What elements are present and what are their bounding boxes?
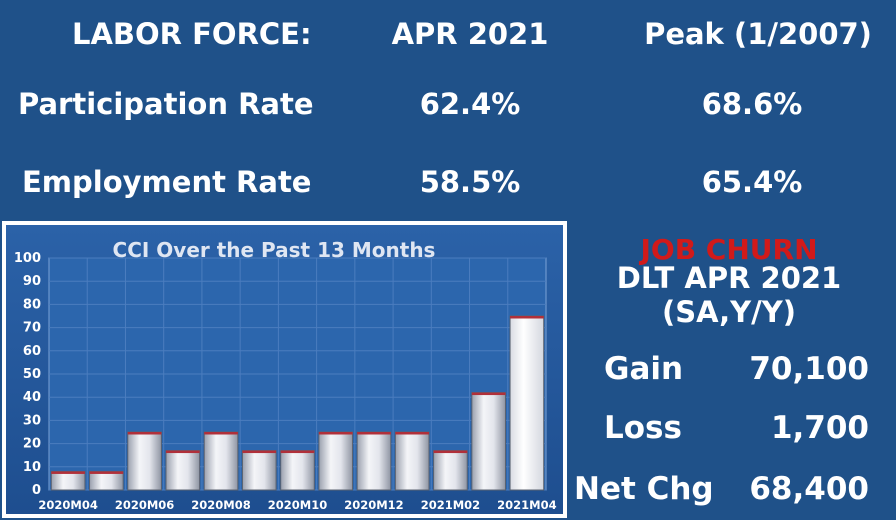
y-tick-label: 30 <box>23 413 41 428</box>
bar <box>394 431 430 491</box>
bar <box>356 431 392 491</box>
loss-value: 1,700 <box>770 410 869 446</box>
cci-chart-frame: CCI Over the Past 13 Months 0 10 20 30 40 50 6… <box>2 221 567 518</box>
bar-cap <box>510 316 544 319</box>
bar-cap <box>51 471 85 474</box>
bar-cap <box>165 450 200 454</box>
bar-2021M03 <box>471 392 506 491</box>
bar <box>203 431 239 491</box>
y-axis-ticks: 0 10 20 30 40 50 60 70 80 90 100 <box>14 251 41 498</box>
net-change-value: 68,400 <box>749 471 869 507</box>
bar-2020M07 <box>165 450 201 491</box>
gain-value: 70,100 <box>749 351 869 387</box>
loss-label: Loss <box>604 410 682 446</box>
bar-cap <box>318 432 353 435</box>
bar <box>280 450 315 491</box>
job-churn-title: JOB CHURN <box>640 233 818 266</box>
cci-bar-chart: CCI Over the Past 13 Months 010203040506… <box>14 238 557 512</box>
bar <box>165 450 201 491</box>
y-tick-label: 60 <box>23 344 41 359</box>
bar-cap <box>395 432 430 435</box>
peak-period-header: Peak (1/2007) <box>644 17 872 51</box>
cci-chart-panel: CCI Over the Past 13 Months 0 10 20 30 40 50 6… <box>6 225 563 514</box>
bar <box>318 431 354 491</box>
x-tick-label: 2020M04 <box>38 498 97 512</box>
bar <box>50 470 86 491</box>
bar <box>89 470 124 491</box>
bar <box>509 315 545 491</box>
x-tick-label: 2020M08 <box>191 498 250 512</box>
y-tick-label: 0 <box>32 483 41 498</box>
job-churn-subtitle-period: DLT APR 2021 <box>616 261 842 295</box>
bar-cap <box>357 432 391 435</box>
current-period-header: APR 2021 <box>391 17 549 51</box>
net-change-label: Net Chg <box>574 471 714 507</box>
employment-rate-peak: 65.4% <box>701 165 803 199</box>
bar-2020M10 <box>280 450 315 491</box>
bar <box>127 431 162 491</box>
x-tick-label: 2021M02 <box>421 498 480 512</box>
bar-2021M02 <box>433 450 468 491</box>
y-tick-label: 20 <box>23 437 41 452</box>
participation-rate-label: Participation Rate <box>18 87 314 121</box>
bar-2020M06 <box>127 431 162 491</box>
bar-2020M08 <box>203 431 239 491</box>
x-tick-label: 2020M12 <box>344 498 403 512</box>
bar-cap <box>471 392 506 396</box>
x-tick-label: 2020M06 <box>115 498 174 512</box>
bar-cap <box>89 471 124 474</box>
bar-2020M11 <box>318 431 354 491</box>
bar-cap <box>204 432 238 435</box>
y-tick-label: 70 <box>23 321 41 336</box>
x-tick-label: 2021M04 <box>497 498 556 512</box>
y-tick-label: 90 <box>23 274 41 289</box>
y-tick-label: 10 <box>23 460 41 475</box>
labor-force-heading: LABOR FORCE: <box>72 17 312 51</box>
bar-2020M12 <box>356 431 392 491</box>
y-tick-label: 50 <box>23 367 41 382</box>
bar <box>471 392 506 491</box>
x-tick-label: 2020M10 <box>268 498 327 512</box>
job-churn-subtitle-basis: (SA,Y/Y) <box>662 295 796 329</box>
bar-2020M05 <box>89 470 124 491</box>
participation-rate-current: 62.4% <box>419 87 521 121</box>
bar-cap <box>280 450 315 454</box>
bar-cap <box>242 450 277 454</box>
y-tick-label: 40 <box>23 390 41 405</box>
bar-2020M04 <box>50 470 86 491</box>
bar <box>241 450 277 491</box>
y-tick-label: 100 <box>14 251 41 266</box>
bar <box>433 450 468 491</box>
y-tick-label: 80 <box>23 297 41 312</box>
employment-rate-label: Employment Rate <box>22 165 312 199</box>
bar-2021M01 <box>394 431 430 491</box>
gain-label: Gain <box>604 351 684 387</box>
bar-2021M04 <box>509 315 545 491</box>
x-axis-ticks: 2020M04 2020M06 2020M08 2020M10 2020M12 2021M… <box>38 498 556 512</box>
bar-series <box>50 315 545 491</box>
bar-cap <box>433 450 468 454</box>
employment-rate-current: 58.5% <box>419 165 521 199</box>
bar-2020M09 <box>241 450 277 491</box>
participation-rate-peak: 68.6% <box>701 87 803 121</box>
bar-cap <box>127 432 162 435</box>
